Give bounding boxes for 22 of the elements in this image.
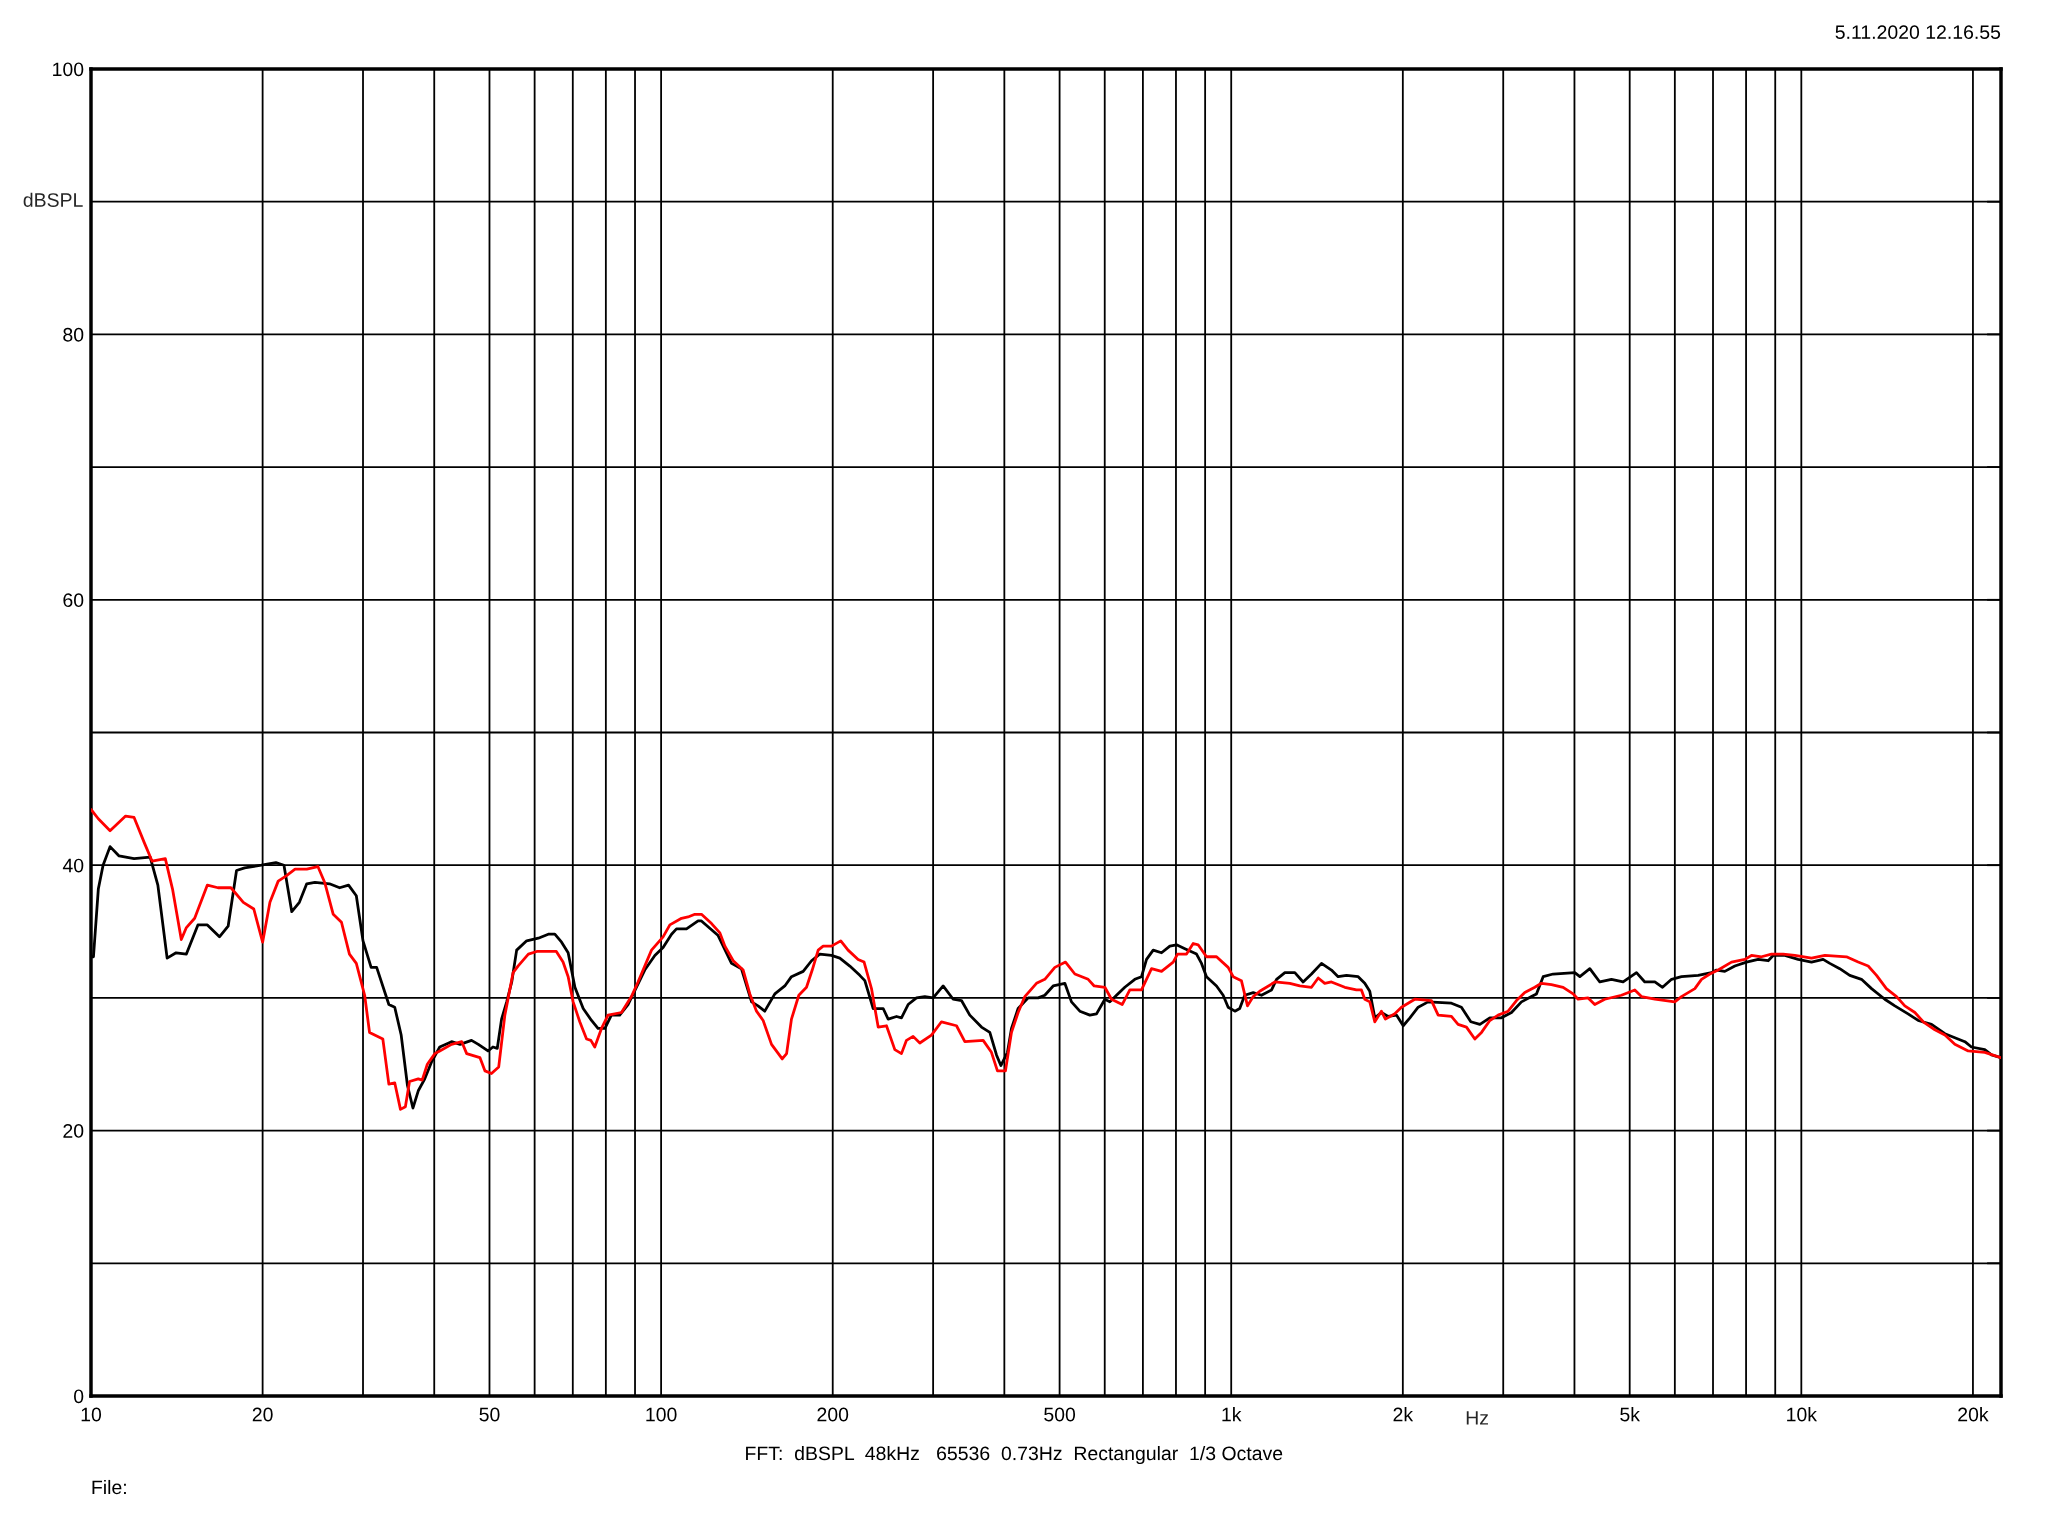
y-tick-label: 80 <box>63 327 84 342</box>
x-tick-label: 500 <box>1044 1407 1076 1422</box>
x-tick-label: 5k <box>1620 1407 1640 1422</box>
text: FFT: dBSPL 48kHz 65536 0.73Hz Rectangular 1/3 Octave <box>746 1445 1283 1465</box>
y-tick-label: 20 <box>63 1124 84 1138</box>
x-tick-label: 10k <box>1787 1407 1818 1422</box>
y-tick-label: 100 <box>53 62 84 77</box>
text: 5.11.2020 12.16.55 <box>1835 25 2001 40</box>
x-tick-label: 20 <box>252 1407 273 1422</box>
x-tick-label: 50 <box>479 1407 500 1422</box>
x-tick-label: 1k <box>1222 1407 1242 1422</box>
x-tick-label: 100 <box>646 1407 677 1422</box>
y-tick-label: 60 <box>63 593 84 608</box>
y-axis-title: dBSPL <box>23 192 83 207</box>
x-tick-label: 200 <box>817 1407 849 1422</box>
text: File: <box>92 1479 126 1495</box>
y-tick-label: 40 <box>62 858 84 873</box>
x-axis-title: Hz <box>1466 1411 1488 1425</box>
x-tick-label: 10 <box>81 1407 102 1422</box>
x-tick-label: 20k <box>1958 1407 1989 1422</box>
y-tick-label: 0 <box>74 1389 84 1404</box>
x-tick-label: 2k <box>1393 1407 1414 1422</box>
